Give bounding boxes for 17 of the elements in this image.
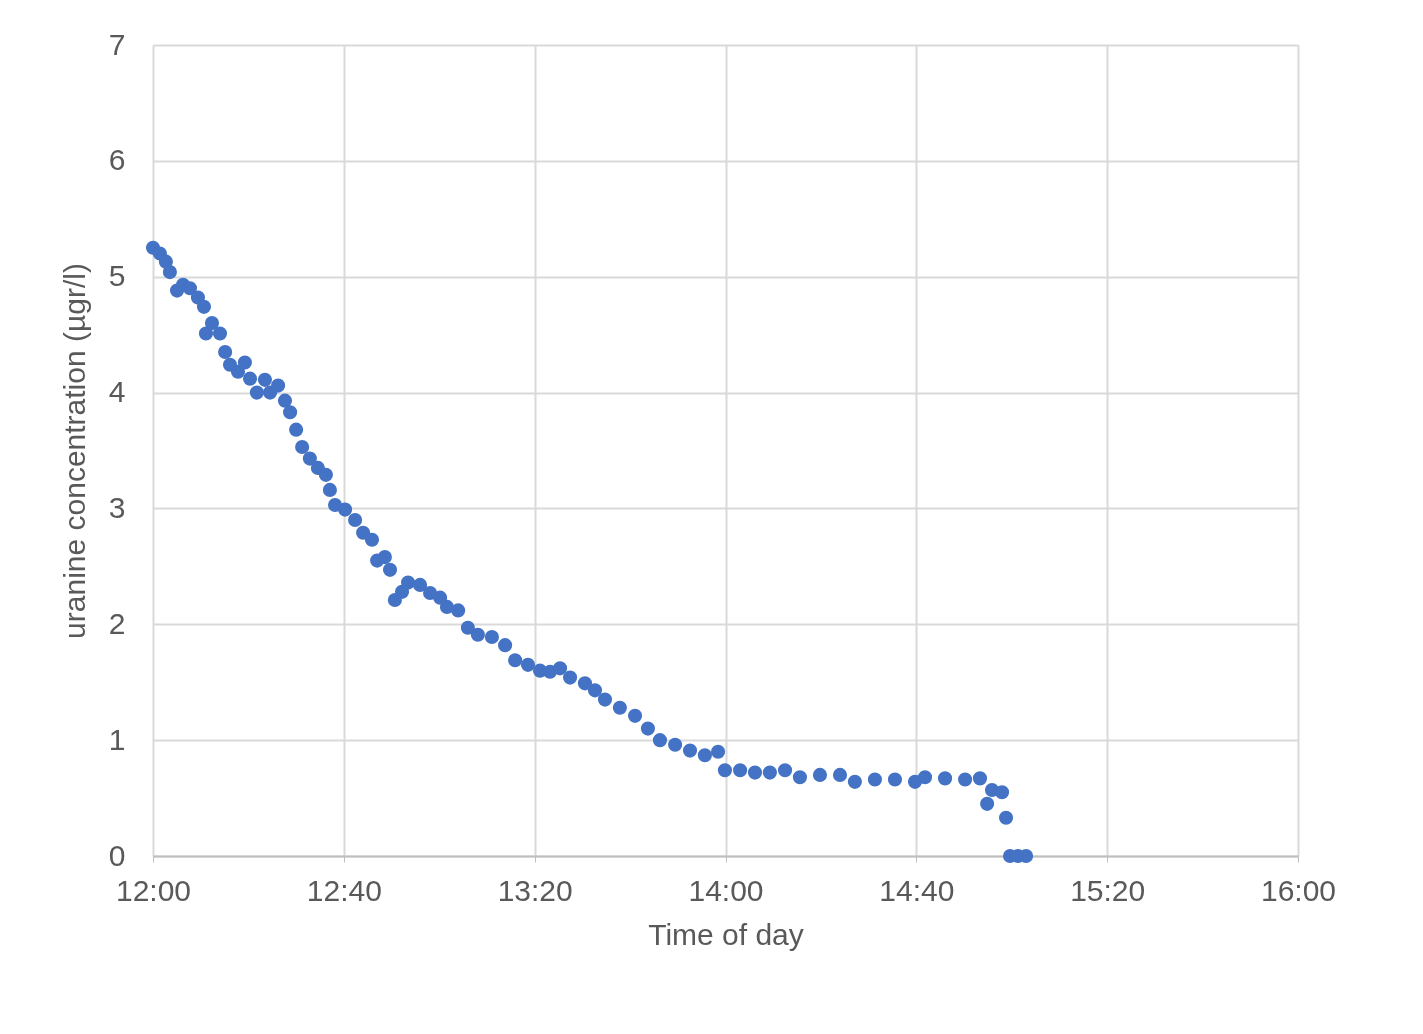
y-axis-title: uranine concentration (µgr/l) [57, 263, 91, 639]
x-tick-label: 16:00 [1260, 873, 1337, 907]
y-tick-label: 4 [108, 375, 126, 409]
y-tick-label: 3 [108, 490, 126, 524]
x-axis-title: Time of day [648, 917, 804, 951]
x-tick-label: 12:40 [306, 873, 382, 907]
y-tick-label: 7 [108, 27, 126, 61]
y-tick-label: 6 [108, 143, 126, 177]
x-tick-label: 15:20 [1070, 873, 1146, 907]
y-tick-label: 0 [108, 838, 126, 872]
x-tick-label: 13:20 [497, 873, 573, 907]
x-tick-label: 14:00 [688, 873, 764, 907]
y-tick-label: 2 [108, 606, 126, 640]
y-tick-label: 5 [108, 259, 126, 293]
x-tick-label: 12:00 [115, 873, 192, 907]
y-tick-label: 1 [108, 722, 126, 756]
x-tick-label: 14:40 [879, 873, 955, 907]
